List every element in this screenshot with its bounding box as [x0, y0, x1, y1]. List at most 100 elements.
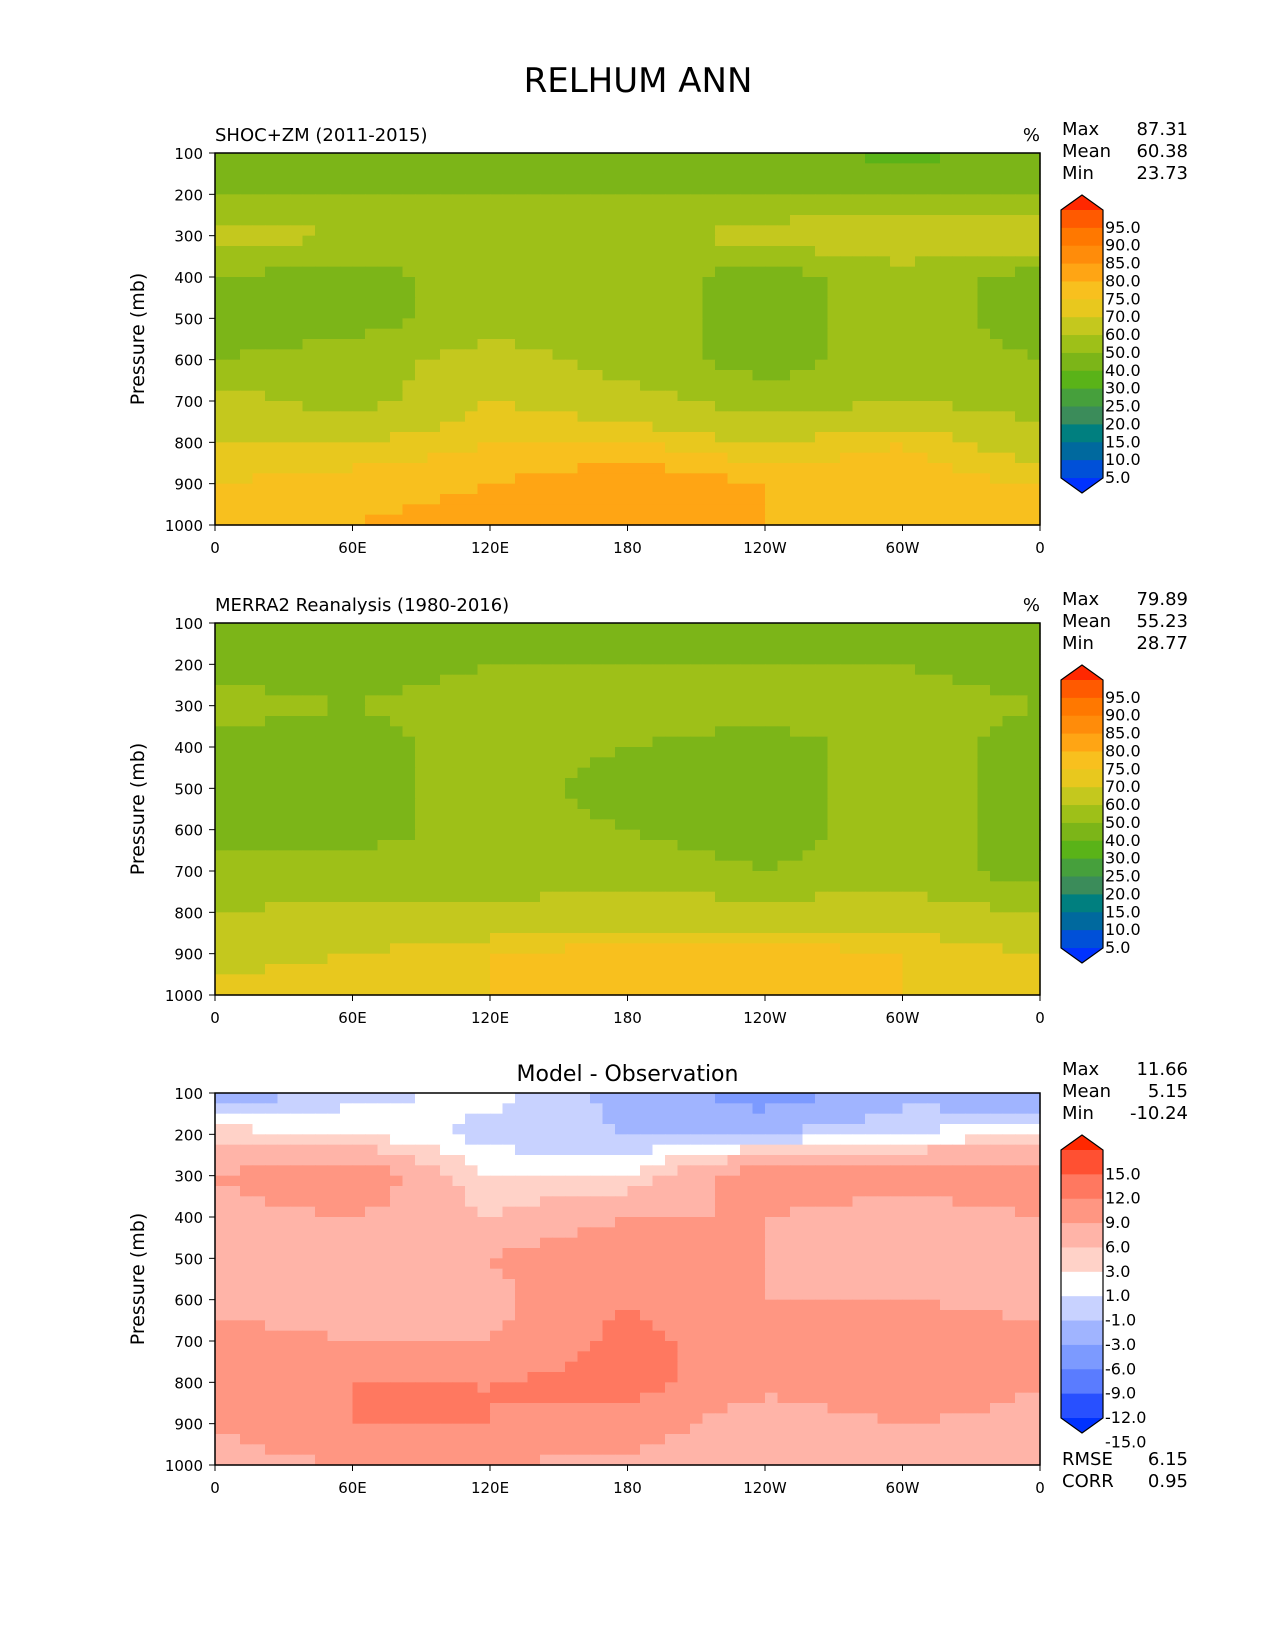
heatmap-cell — [440, 943, 454, 955]
heatmap-cell — [602, 308, 616, 319]
heatmap-cell — [952, 674, 966, 686]
heatmap-cell — [640, 643, 654, 655]
heatmap-cell — [427, 643, 441, 655]
heatmap-cell — [615, 328, 629, 340]
heatmap-cell — [302, 339, 316, 350]
heatmap-cell — [1002, 860, 1016, 872]
heatmap-cell — [515, 194, 529, 206]
heatmap-cell — [927, 463, 941, 474]
heatmap-cell — [815, 473, 829, 485]
heatmap-cell — [790, 277, 804, 288]
heatmap-cell — [865, 514, 879, 526]
heatmap-cell — [427, 953, 441, 965]
heatmap-cell — [715, 747, 729, 758]
heatmap-cell — [440, 277, 454, 288]
heatmap-cell — [502, 891, 516, 903]
heatmap-cell — [940, 871, 954, 882]
heatmap-cell — [877, 788, 891, 800]
heatmap-cell — [715, 297, 729, 309]
heatmap-cell — [877, 328, 891, 340]
heatmap-cell — [565, 716, 579, 727]
heatmap-cell — [490, 850, 504, 862]
heatmap-cell — [915, 623, 929, 634]
heatmap-cell — [515, 163, 529, 175]
heatmap-cell — [827, 339, 841, 350]
heatmap-cell — [815, 974, 829, 986]
heatmap-cell — [252, 726, 266, 738]
heatmap-cell — [740, 705, 754, 717]
heatmap-cell — [827, 953, 841, 965]
heatmap-cell — [540, 654, 554, 665]
heatmap-cell — [402, 654, 416, 665]
heatmap-cell — [777, 215, 791, 226]
heatmap-cell — [902, 705, 916, 717]
heatmap-cell — [752, 370, 766, 381]
heatmap-cell — [615, 359, 629, 371]
heatmap-cell — [890, 328, 904, 340]
heatmap-cell — [1027, 984, 1041, 996]
heatmap-cell — [390, 1103, 404, 1115]
heatmap-cell — [365, 788, 379, 800]
heatmap-cell — [840, 943, 854, 955]
heatmap-cell — [952, 380, 966, 392]
heatmap-cell — [352, 215, 366, 226]
heatmap-cell — [727, 633, 741, 645]
heatmap-cell — [402, 318, 416, 330]
heatmap-cell — [415, 349, 429, 361]
heatmap-cell — [990, 860, 1004, 872]
heatmap-cell — [740, 401, 754, 412]
heatmap-cell — [665, 370, 679, 381]
heatmap-cell — [840, 633, 854, 645]
heatmap-cell — [702, 370, 716, 381]
heatmap-cell — [315, 215, 329, 226]
heatmap-cell — [477, 163, 491, 175]
heatmap-cell — [290, 654, 304, 665]
heatmap-cell — [340, 736, 354, 748]
heatmap-cell — [377, 881, 391, 893]
heatmap-cell — [990, 463, 1004, 474]
heatmap-cell — [915, 633, 929, 645]
heatmap-cell — [1002, 287, 1016, 299]
heatmap-cell — [802, 297, 816, 309]
heatmap-cell — [915, 726, 929, 738]
heatmap-cell — [702, 953, 716, 965]
heatmap-cell — [865, 359, 879, 371]
heatmap-cell — [840, 933, 854, 944]
heatmap-cell — [615, 277, 629, 288]
heatmap-cell — [840, 757, 854, 769]
heatmap-cell — [452, 767, 466, 779]
heatmap-cell — [390, 494, 404, 505]
heatmap-cell — [1002, 705, 1016, 717]
heatmap-cell — [327, 933, 341, 944]
heatmap-cell — [902, 380, 916, 392]
heatmap-cell — [965, 643, 979, 655]
heatmap-cell — [715, 184, 729, 195]
heatmap-cell — [365, 912, 379, 924]
heatmap-cell — [815, 850, 829, 862]
heatmap-cell — [365, 695, 379, 707]
heatmap-cell — [940, 943, 954, 955]
heatmap-cell — [640, 860, 654, 872]
heatmap-cell — [915, 153, 929, 164]
heatmap-cell — [1002, 664, 1016, 676]
heatmap-cell — [915, 390, 929, 402]
heatmap-cell — [502, 767, 516, 779]
heatmap-cell — [840, 953, 854, 965]
heatmap-cell — [702, 401, 716, 412]
heatmap-cell — [252, 246, 266, 257]
heatmap-cell — [377, 747, 391, 758]
heatmap-cell — [690, 798, 704, 810]
heatmap-cell — [752, 204, 766, 216]
heatmap-cell — [677, 235, 691, 247]
heatmap-cell — [502, 328, 516, 340]
heatmap-cell — [252, 153, 266, 164]
heatmap-cell — [865, 246, 879, 257]
heatmap-cell — [527, 246, 541, 257]
heatmap-cell — [415, 308, 429, 319]
heatmap-cell — [477, 953, 491, 965]
heatmap-cell — [690, 1093, 704, 1104]
heatmap-cell — [477, 339, 491, 350]
heatmap-cell — [340, 819, 354, 831]
heatmap-cell — [802, 953, 816, 965]
heatmap-cell — [440, 933, 454, 944]
